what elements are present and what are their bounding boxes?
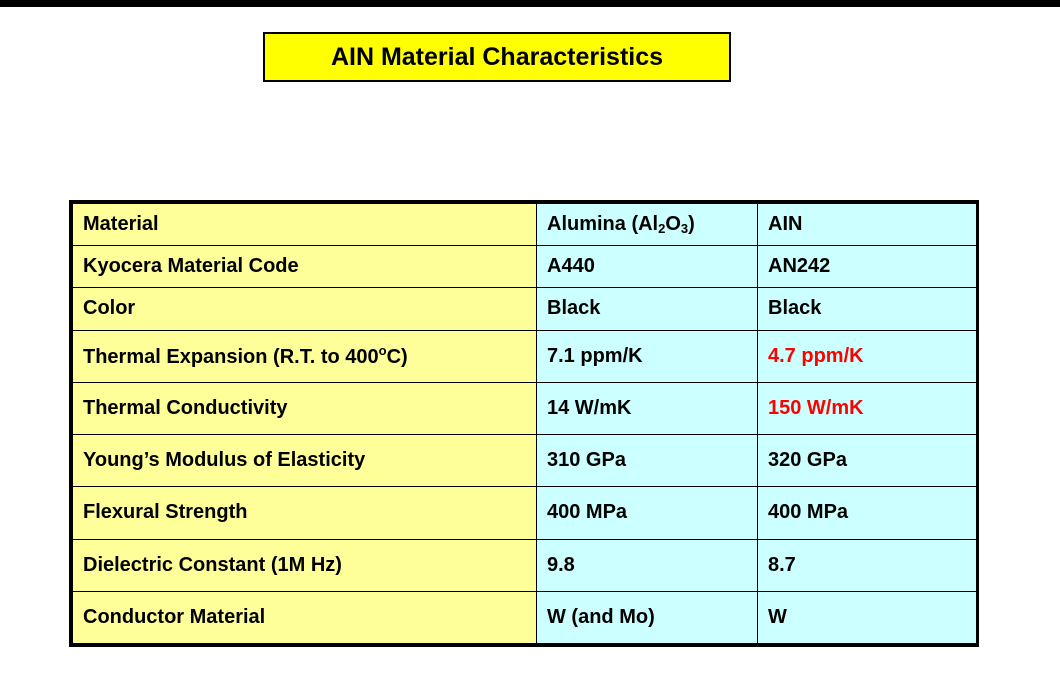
row-label: Conductor Material <box>72 590 537 645</box>
header-ain: AIN <box>757 202 977 247</box>
table-row: Thermal Conductivity 14 W/mK 150 W/mK <box>72 381 977 436</box>
row-label: Flexural Strength <box>72 486 537 540</box>
alumina-value: 7.1 ppm/K <box>536 329 758 383</box>
table-row: Flexural Strength 400 MPa 400 MPa <box>72 486 977 540</box>
header-alumina-sub1: 2 <box>658 221 666 237</box>
row-label-prefix: Thermal Expansion (R.T. to 400 <box>83 346 379 369</box>
header-alumina-mid: O <box>665 213 681 236</box>
header-material-text: Material <box>83 213 159 236</box>
table-row: Thermal Expansion (R.T. to 400oC) 7.1 pp… <box>72 329 977 383</box>
table-row: Conductor Material W (and Mo) W <box>72 590 977 645</box>
row-label-suffix: C) <box>386 346 408 369</box>
header-alumina-sub2: 3 <box>680 221 689 237</box>
degree-sup: o <box>378 343 387 359</box>
ain-value: 8.7 <box>757 538 977 592</box>
ain-value-highlight: 150 W/mK <box>757 381 977 436</box>
row-label: Color <box>72 287 537 331</box>
header-ain-text: AIN <box>768 213 803 236</box>
table-header-row: Material Alumina (Al2O3) AIN <box>72 202 977 247</box>
table-row: Dielectric Constant (1M Hz) 9.8 8.7 <box>72 538 977 592</box>
ain-value: AN242 <box>757 245 977 289</box>
ain-value: 400 MPa <box>757 486 977 540</box>
alumina-value: 400 MPa <box>536 486 758 540</box>
ain-value-highlight: 4.7 ppm/K <box>757 329 977 383</box>
table-row: Young’s Modulus of Elasticity 310 GPa 32… <box>72 434 977 488</box>
alumina-value: 14 W/mK <box>536 381 758 436</box>
ain-value: Black <box>757 287 977 331</box>
row-label: Kyocera Material Code <box>72 245 537 289</box>
page-title-text: AIN Material Characteristics <box>330 42 664 71</box>
row-label: Dielectric Constant (1M Hz) <box>72 538 537 592</box>
alumina-value: Black <box>536 287 758 331</box>
ain-value: 320 GPa <box>757 434 977 488</box>
alumina-value: 310 GPa <box>536 434 758 488</box>
header-alumina-suffix: ) <box>688 213 695 236</box>
header-alumina-prefix: Alumina (Al <box>547 213 659 236</box>
row-label: Young’s Modulus of Elasticity <box>72 434 537 488</box>
page-title: AIN Material Characteristics <box>263 32 731 82</box>
alumina-value: A440 <box>536 245 758 289</box>
top-rule <box>0 0 1060 7</box>
characteristics-table-grid: Material Alumina (Al2O3) AIN Kyocera Mat… <box>72 202 977 645</box>
table-row: Kyocera Material Code A440 AN242 <box>72 245 977 289</box>
header-material: Material <box>72 202 537 247</box>
alumina-value: W (and Mo) <box>536 590 758 645</box>
alumina-value: 9.8 <box>536 538 758 592</box>
characteristics-table: Material Alumina (Al2O3) AIN Kyocera Mat… <box>69 200 979 647</box>
header-alumina: Alumina (Al2O3) <box>536 202 758 247</box>
table-row: Color Black Black <box>72 287 977 331</box>
row-label: Thermal Conductivity <box>72 381 537 436</box>
row-label: Thermal Expansion (R.T. to 400oC) <box>72 329 537 383</box>
ain-value: W <box>757 590 977 645</box>
